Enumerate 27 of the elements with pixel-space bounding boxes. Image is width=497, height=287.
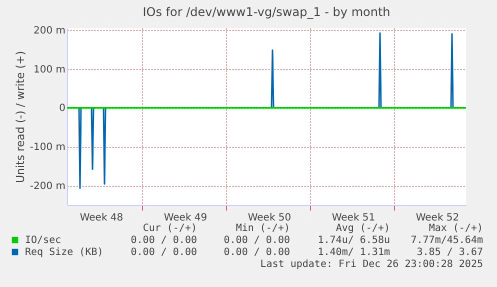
text: Cur (-/+) [142,223,197,234]
text: 3.85 / 3.67 [416,247,483,258]
text: 7.77m/45.64m [410,235,483,246]
y-tick-label: -200 m [30,181,66,192]
text: Min (-/+) [236,223,290,234]
text: Avg (-/+) [336,223,390,234]
legend-label: IO/sec [25,235,62,246]
x-tick-label: Week 51 [332,212,376,224]
x-tick-label: Week 48 [80,212,124,224]
y-tick-label: 0 [59,103,66,114]
x-tick-label: Week 52 [416,212,460,224]
text: 1.40m/ 1.31m [318,247,390,258]
legend-label: Req Size (KB) [25,247,104,258]
y-tick-label: 200 m [33,25,66,36]
text: Max (-/+) [428,223,483,234]
chart-title: IOs for /dev/www1-vg/swap_1 - by month [142,4,390,19]
text: Last update: Fri Dec 26 23:00:28 2025 [260,259,483,270]
text: 0.00 / 0.00 [130,247,197,258]
x-tick-label: Week 50 [248,212,292,224]
text: 0.00 / 0.00 [224,247,290,258]
y-axis-title: Units read (-) / write (+) [14,50,27,184]
text: 0.00 / 0.00 [130,235,197,246]
text: 1.74u/ 6.58u [318,235,390,246]
text: 0.00 / 0.00 [224,235,290,246]
y-tick-label: -100 m [30,142,66,154]
y-tick-label: 100 m [33,64,66,76]
x-tick-label: Week 49 [164,212,208,224]
